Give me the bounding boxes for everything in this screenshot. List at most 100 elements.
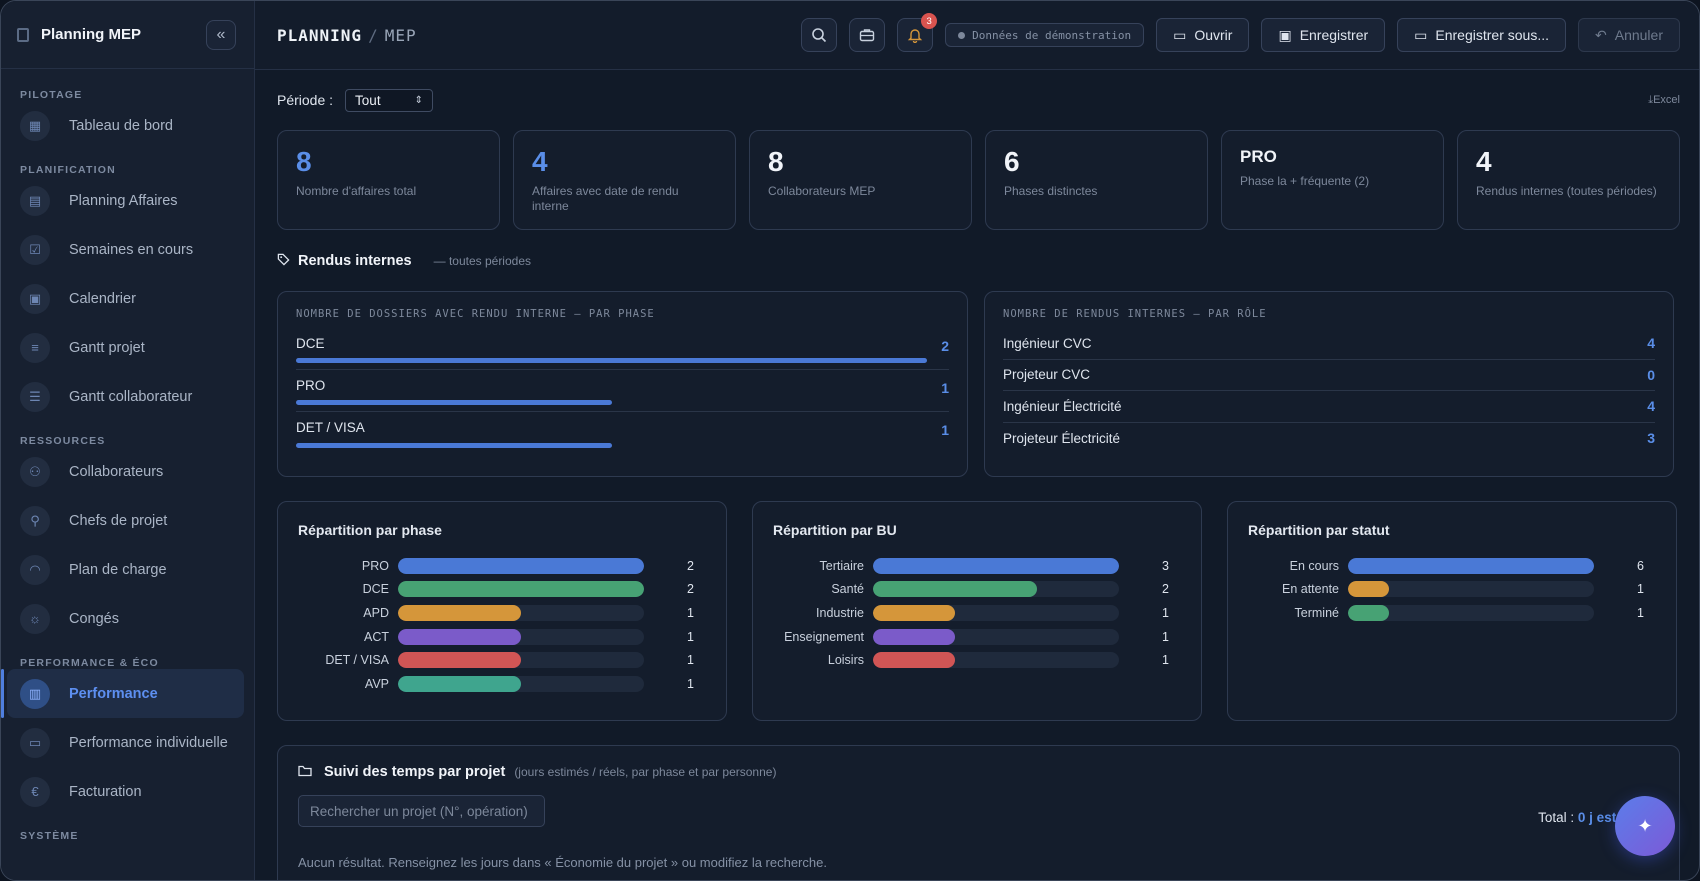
undo-button[interactable]: ↶ Annuler (1578, 18, 1680, 52)
open-button[interactable]: ▭ Ouvrir (1156, 18, 1250, 52)
period-select[interactable]: Tout ⇕ (345, 88, 434, 112)
kpi-value: 4 (532, 146, 548, 177)
kpi-card: PRO Phase la + fréquente (2) (1221, 130, 1444, 230)
phase-count: 1 (941, 422, 949, 438)
period-filter-row: Période : Tout ⇕ ⤓Excel (277, 70, 1680, 130)
repartition-row: DCE 2 (298, 578, 706, 602)
time-tracking-title: Suivi des temps par projet (324, 764, 506, 780)
rendus-by-phase-heading: NOMBRE DE DOSSIERS AVEC RENDU INTERNE — … (296, 308, 655, 320)
sidebar-item-label: Performance individuelle (69, 734, 228, 751)
sidebar-item-performance-individuelle[interactable]: ▭ Performance individuelle (1, 718, 254, 767)
repartition-bar (873, 581, 1037, 598)
kpi-value: PRO (1240, 147, 1277, 166)
excel-export-link[interactable]: ⤓Excel (1648, 93, 1680, 106)
role-count: 4 (1647, 335, 1655, 352)
sidebar-item-label: Facturation (69, 783, 142, 800)
phase-count: 1 (941, 380, 949, 396)
tag-icon (277, 253, 290, 269)
project-search-input[interactable] (310, 803, 533, 819)
repartition-bar (873, 604, 955, 621)
repartition-label: DET / VISA (325, 653, 389, 668)
repartition-row: Tertiaire 3 (773, 554, 1181, 578)
period-label: Période : (277, 92, 334, 108)
repartition-value: 1 (1637, 605, 1644, 620)
kpi-card: 8 Collaborateurs MEP (749, 130, 972, 230)
sidebar-item-facturation[interactable]: € Facturation (1, 767, 254, 816)
sidebar-item-gantt-projet[interactable]: ≡ Gantt projet (1, 323, 254, 372)
rendus-by-role-heading: NOMBRE DE RENDUS INTERNES — PAR RÔLE (1003, 308, 1267, 320)
kpi-card: 8 Nombre d'affaires total (277, 130, 500, 230)
repartition-label: ACT (364, 629, 389, 644)
rendus-by-role-panel: NOMBRE DE RENDUS INTERNES — PAR RÔLE Ing… (984, 291, 1674, 477)
sidebar-item-plan-de-charge[interactable]: ◠ Plan de charge (1, 545, 254, 594)
breadcrumb-separator: / (368, 25, 379, 45)
phase-bar-track (296, 358, 927, 363)
repartition-value: 1 (687, 605, 694, 620)
repartition-value: 3 (1162, 558, 1169, 573)
sidebar-header: Planning MEP « (1, 1, 254, 69)
save-as-button[interactable]: ▭ Enregistrer sous... (1397, 18, 1566, 52)
repartition-row: Santé 2 (773, 578, 1181, 602)
repartition-value: 1 (1162, 629, 1169, 644)
bell-icon[interactable]: 3 (897, 13, 938, 52)
sidebar-section-label: PERFORMANCE & ÉCO (20, 657, 159, 669)
sidebar-item-chefs-de-projet[interactable]: ⚲ Chefs de projet (1, 496, 254, 545)
repartition-row: Terminé 1 (1248, 601, 1656, 625)
repartition-label: DCE (362, 582, 389, 597)
kpi-value: 4 (1476, 146, 1492, 177)
gantt-icon: ≡ (20, 332, 50, 363)
repartition-row: Loisirs 1 (773, 648, 1181, 672)
repartition-label: PRO (361, 558, 389, 573)
kpi-label: Affaires avec date de rendu interne (532, 184, 679, 213)
sidebar-item-cong-s[interactable]: ☼ Congés (1, 594, 254, 643)
undo-label: Annuler (1614, 27, 1663, 43)
sidebar-item-tableau-de-bord[interactable]: ▦ Tableau de bord (1, 101, 254, 150)
sidebar-item-performance[interactable]: ▥ Performance (1, 669, 244, 718)
repartition-label: Terminé (1294, 605, 1339, 620)
sidebar-item-calendrier[interactable]: ▣ Calendrier (1, 274, 254, 323)
phase-bar (296, 400, 612, 405)
kpi-label: Rendus internes (toutes périodes) (1476, 184, 1657, 198)
repartition-bar-track (873, 581, 1119, 598)
repartition-value: 1 (1162, 653, 1169, 668)
sparkle-icon[interactable]: ✦ (1615, 796, 1675, 856)
briefcase-icon[interactable] (849, 18, 886, 52)
kpi-cards: 8 Nombre d'affaires total 4 Affaires avec d… (277, 130, 1680, 230)
repartition-bar-track (398, 628, 644, 645)
repartition-title: Répartition par phase (298, 522, 442, 538)
user-gantt-icon: ☰ (20, 381, 50, 412)
calendar-icon: ▣ (20, 283, 50, 314)
sidebar-item-label: Planning Affaires (69, 192, 178, 209)
repartition-row: Industrie 1 (773, 601, 1181, 625)
repartition-bar-track (873, 604, 1119, 621)
role-row: Projeteur Électricité 3 (1003, 423, 1655, 455)
kpi-card: 6 Phases distinctes (985, 130, 1208, 230)
repartition-row: APD 1 (298, 601, 706, 625)
repartition-label: Loisirs (827, 653, 864, 668)
empty-results-message: Aucun résultat. Renseignez les jours dan… (298, 855, 827, 870)
time-tracking-header: Suivi des temps par projet (jours estimé… (298, 764, 1659, 780)
search-icon[interactable] (801, 18, 838, 52)
notification-badge: 3 (921, 13, 938, 29)
sidebar-item-gantt-collaborateur[interactable]: ☰ Gantt collaborateur (1, 372, 254, 421)
role-row: Projeteur CVC 0 (1003, 360, 1655, 391)
repartition-bar (398, 628, 521, 645)
folder-icon (298, 764, 312, 780)
repartition-label: APD (363, 605, 389, 620)
double-chevron-left-icon[interactable]: « (206, 19, 236, 50)
sidebar-item-label: Gantt projet (69, 339, 145, 356)
save-button[interactable]: ▣ Enregistrer (1261, 18, 1386, 52)
repartition-value: 2 (687, 558, 694, 573)
breadcrumb-sub: MEP (384, 25, 417, 45)
kpi-value: 6 (1004, 146, 1020, 177)
sidebar-item-planning-affaires[interactable]: ▤ Planning Affaires (1, 176, 254, 225)
repartition-value: 1 (1162, 605, 1169, 620)
sidebar-section-label: RESSOURCES (20, 435, 106, 447)
sidebar-item-collaborateurs[interactable]: ⚇ Collaborateurs (1, 447, 254, 496)
sidebar-item-semaines-en-cours[interactable]: ☑ Semaines en cours (1, 225, 254, 274)
time-tracking-panel: Suivi des temps par projet (jours estimé… (277, 745, 1680, 880)
kpi-value: 8 (296, 146, 312, 177)
repartition-bar-track (398, 557, 644, 574)
status-dot-icon (958, 31, 966, 39)
